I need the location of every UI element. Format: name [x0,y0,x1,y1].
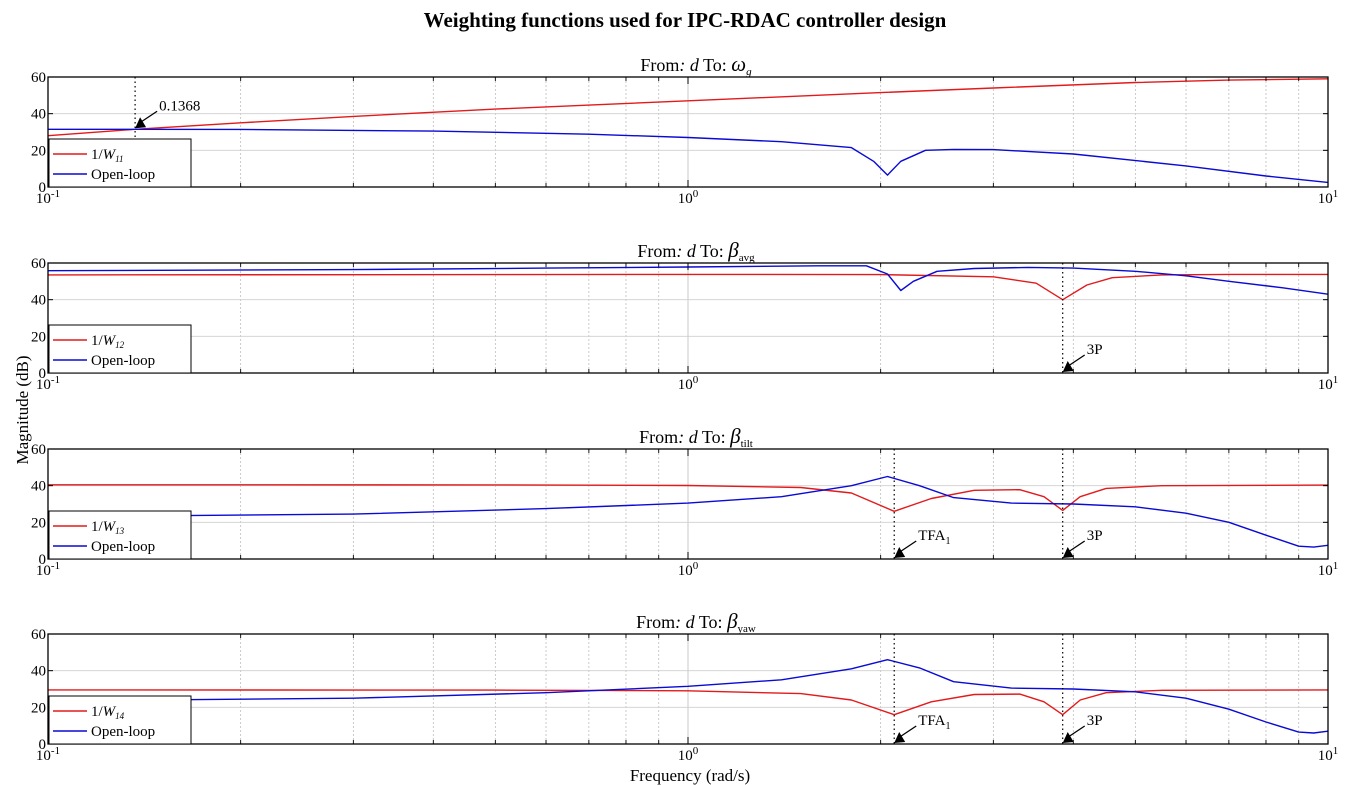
legend-label: 1/W12 [91,333,125,350]
legend-box [48,510,192,560]
x-tick-label: 100 [678,374,699,393]
y-axis-label: Magnitude (dB) [13,355,32,464]
legend: 1/W13 Open-loop [48,510,192,560]
x-tick-label: 101 [1318,188,1339,207]
y-tick-label: 60 [31,256,46,272]
series-line-openloop [48,659,1328,734]
subplot-title: From: d To: βtilt [639,424,753,450]
series-line-weight [48,484,1328,512]
annotation-arrowhead [1062,547,1074,558]
x-tick-label: 10-1 [36,188,60,207]
subplot-2: 3P 0 20 40 60 10-1 100 101 From: d To: βavg 1/W12… [31,238,1338,393]
grid [48,634,1328,744]
legend-label: 1/W13 [91,519,125,536]
subplot-title: From: d To: ωg [640,52,752,78]
x-tick-label: 100 [678,188,699,207]
y-tick-label: 0 [39,366,47,382]
legend-label: Open-loop [91,167,155,183]
x-tick-label: 100 [678,745,699,764]
grid [48,263,1328,373]
x-tick-label: 100 [678,560,699,579]
legend-label: Open-loop [91,724,155,740]
legend-label: 1/W11 [91,147,124,164]
y-tick-label: 20 [31,143,46,159]
y-tick-label: 40 [31,293,46,309]
annotation-label: TFA1 [918,528,950,547]
annotation-arrowhead [894,547,906,558]
legend: 1/W12 Open-loop [48,324,192,374]
y-tick-label: 40 [31,107,46,123]
x-tick-label: 10-1 [36,745,60,764]
subplot-title: From: d To: βavg [637,238,755,264]
y-tick-label: 60 [31,627,46,643]
legend-label: Open-loop [91,353,155,369]
annotation-arrowhead [135,117,147,129]
legend: 1/W14 Open-loop [48,695,192,745]
grid [48,77,1328,187]
subplot-4: TFA1 3P 0 20 40 60 10-1 100 101 From: d To: βyaw 1… [31,609,1338,764]
series-line-weight [48,78,1328,137]
y-tick-label: 40 [31,479,46,495]
series-line-openloop [48,475,1328,548]
y-tick-label: 60 [31,70,46,86]
y-tick-label: 20 [31,515,46,531]
legend-label: Open-loop [91,539,155,555]
subplot-title: From: d To: βyaw [636,609,756,635]
annotation-label: 3P [1087,528,1103,544]
y-tick-label: 0 [39,737,47,753]
legend-box [48,138,192,188]
annotation-arrowhead [1062,361,1074,372]
y-tick-label: 0 [39,552,47,568]
subplot-1: 0.1368 0 20 40 60 10-1 100 101 From: d To: ωg 1/W… [31,52,1338,207]
annotation-arrowhead [1062,732,1074,743]
subplot-3: TFA1 3P 0 20 40 60 10-1 100 101 From: d To: βtilt… [31,424,1338,579]
legend-label: 1/W14 [91,704,125,721]
series-line-weight [48,689,1328,716]
series-line-openloop [48,128,1328,184]
annotation-label: 3P [1087,342,1103,358]
y-tick-label: 40 [31,664,46,680]
annotation-label: TFA1 [918,713,950,732]
annotation-label: 3P [1087,713,1103,729]
x-tick-label: 101 [1318,745,1339,764]
x-axis-label: Frequency (rad/s) [630,766,750,785]
x-tick-label: 10-1 [36,560,60,579]
legend: 1/W11 Open-loop [48,138,192,188]
figure-title: Weighting functions used for IPC-RDAC co… [424,8,947,32]
y-tick-label: 20 [31,700,46,716]
y-tick-label: 60 [31,442,46,458]
x-tick-label: 101 [1318,560,1339,579]
grid [48,449,1328,559]
legend-box [48,695,192,745]
annotation-arrowhead [894,732,906,743]
y-tick-label: 0 [39,180,47,196]
x-tick-label: 101 [1318,374,1339,393]
series-line-openloop [48,265,1328,295]
legend-box [48,324,192,374]
x-tick-label: 10-1 [36,374,60,393]
y-tick-label: 20 [31,329,46,345]
annotation-label: 0.1368 [159,98,200,114]
